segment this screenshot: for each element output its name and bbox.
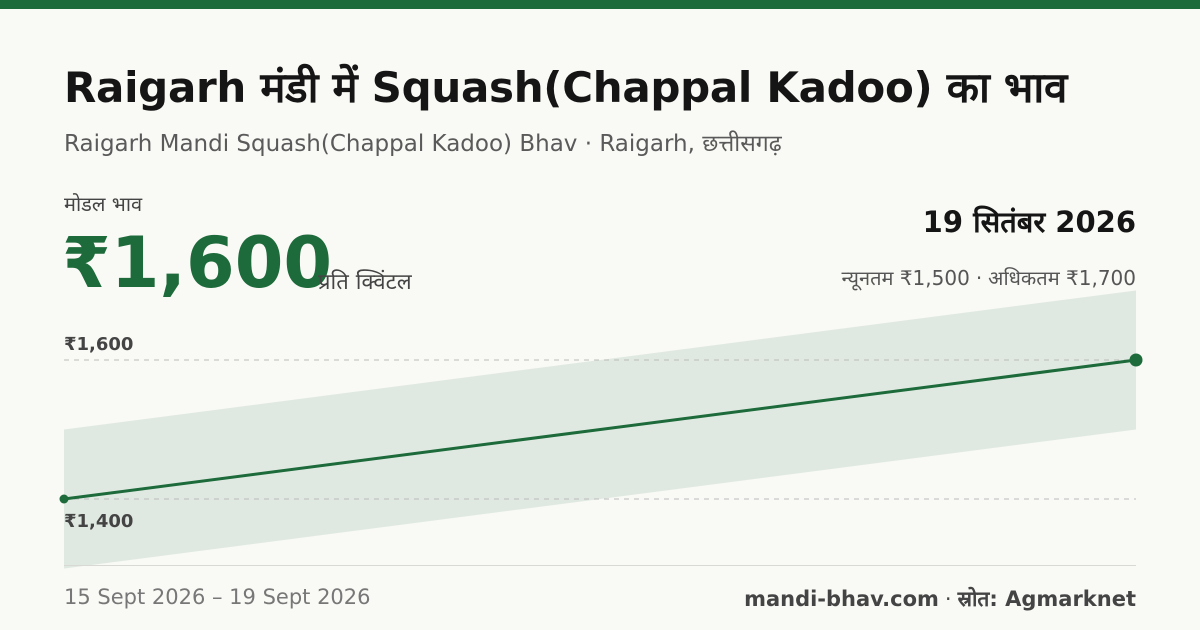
data-point (1129, 353, 1143, 367)
credit-separator: · (944, 587, 952, 611)
data-source: स्रोत: Agmarknet (957, 587, 1136, 611)
y-tick-label: ₹1,400 (64, 511, 133, 532)
y-tick-label: ₹1,600 (64, 334, 133, 355)
max-price: अधिकतम ₹1,700 (988, 266, 1136, 290)
page-title: Raigarh मंडी में Squash(Chappal Kadoo) क… (64, 63, 1068, 112)
data-point (59, 494, 69, 504)
footer-credit: mandi-bhav.com · स्रोत: Agmarknet (744, 585, 1136, 613)
top-accent-bar (0, 0, 1200, 9)
min-price: न्यूनतम ₹1,500 (841, 266, 970, 290)
price-date: 19 सितंबर 2026 (922, 205, 1136, 239)
date-range: 15 Sept 2026 – 19 Sept 2026 (64, 585, 371, 609)
modal-price-label: मोडल भाव (64, 192, 143, 216)
price-line (63, 358, 1137, 501)
site-name: mandi-bhav.com (744, 587, 939, 611)
price-unit: प्रति क्विंटल (318, 270, 412, 295)
price-range: न्यूनतम ₹1,500 · अधिकतम ₹1,700 (842, 264, 1137, 291)
footer-divider (64, 565, 1136, 566)
range-separator: · (975, 266, 983, 290)
modal-price-value: ₹1,600 (62, 222, 333, 304)
page-subtitle: Raigarh Mandi Squash(Chappal Kadoo) Bhav… (64, 131, 782, 157)
